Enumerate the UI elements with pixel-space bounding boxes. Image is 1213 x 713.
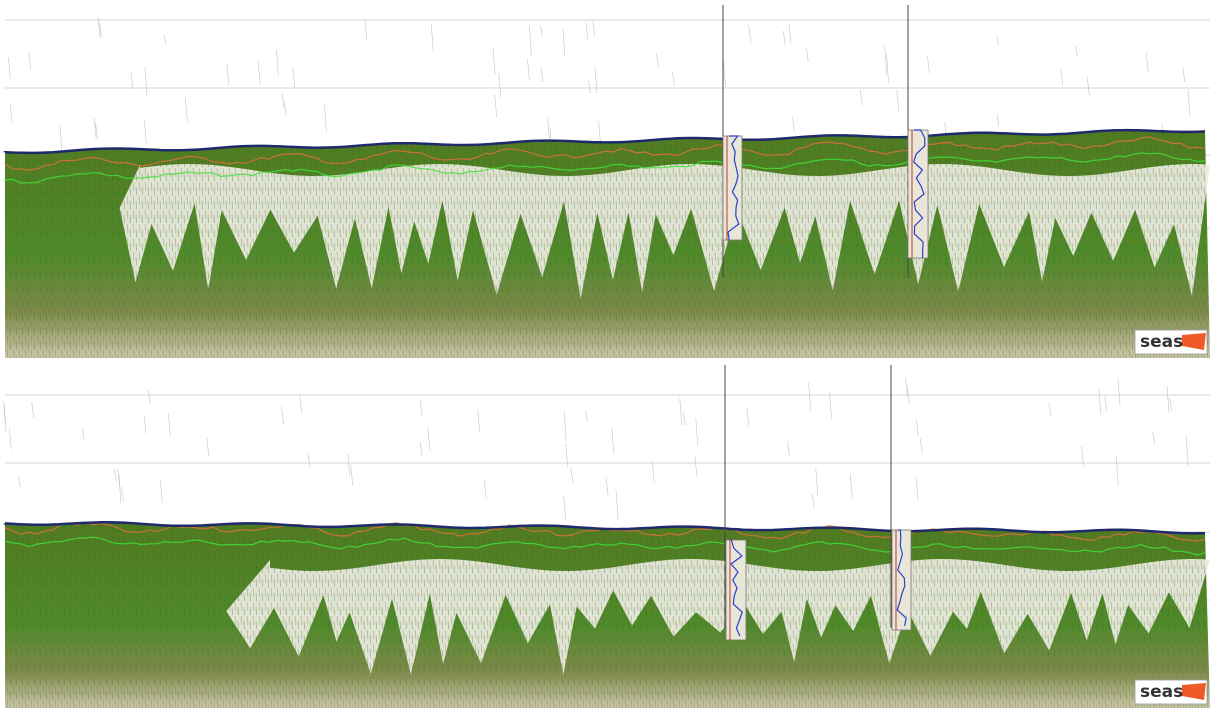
logo-text: seas	[1140, 682, 1183, 702]
speckle	[5, 522, 1210, 708]
profile-box	[892, 530, 911, 630]
speckle	[5, 130, 1210, 358]
profile-box	[908, 130, 928, 258]
logo-text: seas	[1140, 332, 1183, 352]
page: seas seas (() => { const data = JSON.par…	[0, 0, 1213, 713]
echogram-view: seas seas	[0, 0, 1213, 713]
